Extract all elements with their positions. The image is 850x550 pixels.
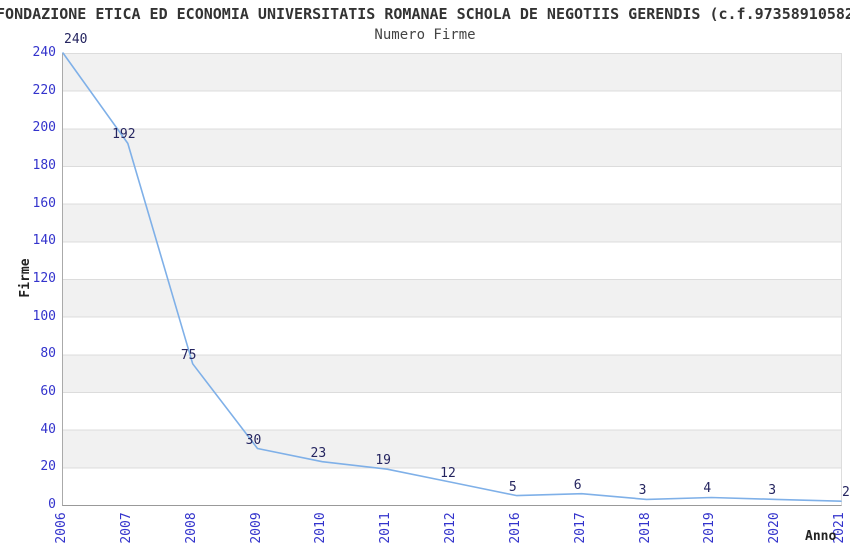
data-label: 3 <box>768 483 777 499</box>
data-label: 4 <box>703 481 712 497</box>
data-label: 192 <box>112 127 136 143</box>
y-tick-label: 0 <box>48 497 56 512</box>
data-label: 30 <box>245 432 262 448</box>
data-label: 5 <box>508 479 517 495</box>
x-tick-label: 2016 <box>507 512 523 544</box>
y-tick-label: 120 <box>32 271 56 286</box>
chart-subtitle: Numero Firme <box>374 27 476 43</box>
y-tick-label: 20 <box>40 459 56 475</box>
y-tick-label: 180 <box>32 158 56 173</box>
data-label: 23 <box>310 445 327 461</box>
x-tick-label: 2008 <box>183 512 199 544</box>
data-label: 240 <box>64 32 88 47</box>
x-axis-title: Anno <box>805 529 837 544</box>
y-tick-label: 100 <box>32 308 56 324</box>
x-tick-label: 2017 <box>572 512 588 544</box>
y-tick-label: 140 <box>32 233 56 249</box>
chart-title: FONDAZIONE ETICA ED ECONOMIA UNIVERSITAT… <box>0 5 850 23</box>
data-label: 3 <box>638 483 647 499</box>
data-label: 12 <box>440 466 456 482</box>
x-tick-label: 2012 <box>443 512 458 544</box>
data-label: 19 <box>375 453 391 469</box>
y-tick-label: 200 <box>32 120 56 136</box>
x-tick-label: 2007 <box>118 512 134 544</box>
y-axis-title: Firme <box>18 258 33 298</box>
y-tick-label: 80 <box>40 346 56 362</box>
line-chart-svg <box>62 52 842 503</box>
series-line <box>62 52 842 503</box>
x-tick-label: 2018 <box>637 512 653 544</box>
plot-area <box>62 52 842 506</box>
x-tick-label: 2019 <box>702 512 718 544</box>
y-tick-label: 160 <box>32 195 56 211</box>
x-tick-label: 2006 <box>54 512 69 544</box>
y-tick-label: 240 <box>32 45 56 60</box>
y-tick-label: 60 <box>40 384 56 399</box>
x-tick-label: 2020 <box>767 512 783 544</box>
data-label: 75 <box>180 347 197 363</box>
x-tick-label: 2009 <box>248 512 264 544</box>
data-label: 2 <box>842 485 850 501</box>
data-label: 6 <box>573 477 582 493</box>
x-tick-label: 2011 <box>378 512 394 544</box>
y-tick-label: 220 <box>32 82 56 98</box>
y-tick-label: 40 <box>40 421 56 437</box>
x-tick-label: 2010 <box>313 512 329 544</box>
